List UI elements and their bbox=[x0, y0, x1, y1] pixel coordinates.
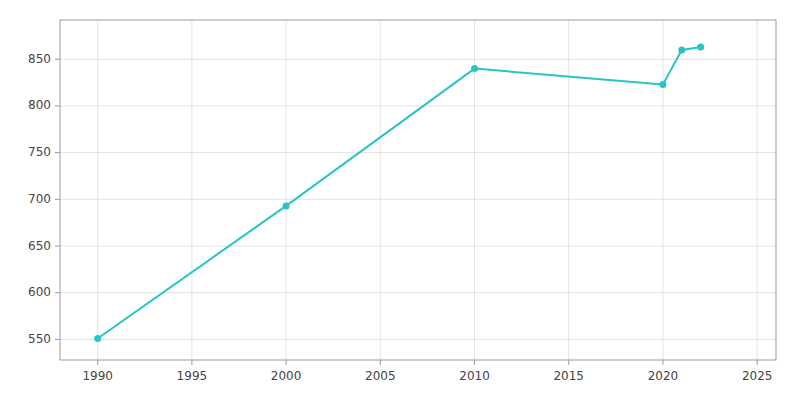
y-tick bbox=[55, 292, 60, 293]
y-grid-line bbox=[60, 292, 776, 293]
x-grid-line bbox=[662, 20, 663, 360]
data-point bbox=[471, 65, 478, 72]
x-axis: 1990 1995 2000 2005 2010 2015 2020 2025 bbox=[82, 360, 772, 383]
x-grid-line bbox=[380, 20, 381, 360]
x-grid-line bbox=[191, 20, 192, 360]
y-tick-label: 800 bbox=[28, 98, 51, 112]
y-grid-line bbox=[60, 152, 776, 153]
x-tick-label: 1995 bbox=[177, 369, 208, 383]
x-tick bbox=[380, 360, 381, 365]
x-grid-line bbox=[568, 20, 569, 360]
plot-background bbox=[60, 20, 776, 360]
y-grid-line bbox=[60, 105, 776, 106]
y-tick-label: 750 bbox=[28, 145, 51, 159]
chart-container: 1990 1995 2000 2005 2010 2015 2020 2025 550 600 65… bbox=[0, 0, 800, 400]
y-tick bbox=[55, 199, 60, 200]
plot-frame bbox=[60, 20, 776, 360]
y-tick-label: 850 bbox=[28, 52, 51, 66]
x-grid-line bbox=[97, 20, 98, 360]
x-tick bbox=[191, 360, 192, 365]
y-tick-label: 650 bbox=[28, 239, 51, 253]
y-tick bbox=[55, 105, 60, 106]
x-grid-line bbox=[757, 20, 758, 360]
x-tick bbox=[286, 360, 287, 365]
x-tick bbox=[474, 360, 475, 365]
y-grid-line bbox=[60, 339, 776, 340]
y-tick-label: 700 bbox=[28, 192, 51, 206]
data-point bbox=[697, 44, 704, 51]
x-tick bbox=[568, 360, 569, 365]
y-tick bbox=[55, 339, 60, 340]
data-layer bbox=[94, 44, 704, 342]
y-axis: 550 600 650 700 750 800 850 bbox=[28, 52, 60, 346]
y-tick bbox=[55, 246, 60, 247]
x-tick-label: 2010 bbox=[459, 369, 490, 383]
x-grid-line bbox=[286, 20, 287, 360]
y-tick bbox=[55, 59, 60, 60]
chart-svg: 1990 1995 2000 2005 2010 2015 2020 2025 550 600 65… bbox=[0, 0, 800, 400]
x-tick bbox=[662, 360, 663, 365]
y-tick bbox=[55, 152, 60, 153]
data-point bbox=[678, 46, 685, 53]
x-tick-label: 2005 bbox=[365, 369, 396, 383]
x-tick-label: 2020 bbox=[648, 369, 679, 383]
x-tick-label: 1990 bbox=[82, 369, 113, 383]
grid bbox=[60, 20, 776, 360]
x-tick bbox=[757, 360, 758, 365]
y-tick-label: 550 bbox=[28, 332, 51, 346]
x-tick-label: 2000 bbox=[271, 369, 302, 383]
data-point bbox=[659, 81, 666, 88]
y-tick-label: 600 bbox=[28, 285, 51, 299]
x-tick-label: 2015 bbox=[553, 369, 584, 383]
y-grid-line bbox=[60, 59, 776, 60]
data-line bbox=[98, 47, 701, 338]
data-point bbox=[283, 202, 290, 209]
x-tick bbox=[97, 360, 98, 365]
x-tick-label: 2025 bbox=[742, 369, 773, 383]
data-point bbox=[94, 335, 101, 342]
y-grid-line bbox=[60, 246, 776, 247]
y-grid-line bbox=[60, 199, 776, 200]
